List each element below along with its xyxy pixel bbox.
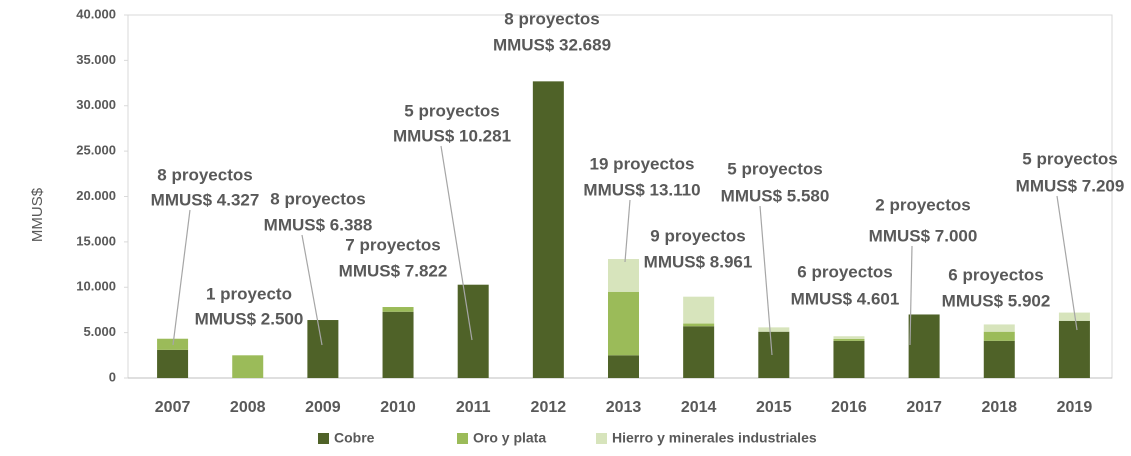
bar-segment: [382, 307, 414, 312]
bar-segment: [608, 291, 639, 356]
y-tick-label: 15.000: [76, 233, 116, 248]
bar-segment: [683, 326, 715, 378]
bar-segment: [983, 324, 1015, 332]
x-tick-label: 2016: [831, 399, 867, 416]
y-tick-label: 25.000: [76, 143, 116, 158]
leader-line: [301, 234, 323, 346]
annotation: 8 proyectos: [157, 165, 252, 184]
bar-segment: [382, 311, 414, 378]
bar-segment: [532, 81, 564, 379]
bar-segment: [307, 320, 339, 378]
bar-segment: [457, 284, 489, 378]
bar-segment: [758, 331, 790, 378]
legend-swatch: [457, 433, 468, 444]
legend-swatch: [318, 433, 329, 444]
annotation: MMUS$ 32.689: [493, 35, 611, 54]
legend-label: Hierro y minerales industriales: [612, 430, 817, 446]
bar-segment: [983, 331, 1015, 341]
y-tick-label: 5.000: [83, 324, 116, 339]
bar-segment: [157, 349, 189, 378]
leader-line: [759, 205, 773, 356]
annotation: 6 proyectos: [948, 265, 1043, 284]
annotation: MMUS$ 2.500: [195, 309, 304, 328]
annotation: 1 proyecto: [206, 284, 292, 303]
bar-segment: [608, 355, 639, 378]
annotation: 2 proyectos: [875, 195, 970, 214]
bar-segment: [232, 355, 264, 378]
annotation: MMUS$ 5.902: [942, 291, 1051, 310]
x-tick-label: 2011: [456, 399, 491, 416]
bar-segment: [983, 340, 1015, 378]
annotation: MMUS$ 7.209: [1016, 176, 1125, 195]
annotation: MMUS$ 4.601: [791, 289, 900, 308]
annotation: MMUS$ 4.327: [151, 190, 260, 209]
x-tick-label: 2012: [531, 399, 567, 416]
bar-segment: [608, 259, 639, 292]
leader-line: [1056, 195, 1078, 331]
annotation: 8 proyectos: [504, 9, 599, 28]
leader-line: [909, 245, 913, 346]
bar-segment: [908, 314, 940, 378]
y-tick-label: 0: [109, 369, 116, 384]
y-tick-label: 35.000: [76, 52, 116, 67]
annotation: MMUS$ 7.822: [339, 261, 448, 280]
bar-segment: [1058, 320, 1090, 378]
bar-segment: [683, 296, 715, 324]
x-tick-label: 2018: [981, 399, 1017, 416]
x-tick-label: 2017: [906, 399, 942, 416]
x-tick-label: 2015: [756, 399, 792, 416]
annotation: MMUS$ 13.110: [583, 180, 700, 199]
x-tick-label: 2007: [155, 399, 191, 416]
legend-label: Cobre: [334, 430, 375, 446]
leader-line: [624, 199, 631, 263]
x-tick-label: 2009: [305, 399, 341, 416]
annotation: MMUS$ 8.961: [644, 252, 753, 271]
annotation: 9 proyectos: [650, 226, 745, 245]
y-tick-label: 20.000: [76, 188, 116, 203]
bar-segment: [683, 323, 715, 327]
annotation: MMUS$ 6.388: [264, 215, 373, 234]
x-tick-label: 2013: [606, 399, 642, 416]
bar-segment: [758, 327, 790, 332]
x-tick-label: 2014: [681, 399, 717, 416]
y-tick-label: 40.000: [76, 6, 116, 21]
annotation: MMUS$ 7.000: [869, 226, 978, 245]
y-tick-label: 10.000: [76, 279, 116, 294]
annotation: MMUS$ 10.281: [393, 126, 511, 145]
annotation: 6 proyectos: [797, 262, 892, 281]
leader-line: [440, 145, 473, 341]
bar-segment: [833, 336, 865, 339]
y-axis-label: MMUS$: [29, 187, 46, 242]
legend-label: Oro y plata: [473, 430, 546, 446]
legend-swatch: [596, 433, 607, 444]
annotation: 5 proyectos: [404, 101, 499, 120]
annotation: 19 proyectos: [590, 154, 695, 173]
x-tick-label: 2008: [230, 399, 266, 416]
annotation: 5 proyectos: [1022, 149, 1117, 168]
bar-segment: [833, 338, 865, 341]
annotation: 7 proyectos: [345, 235, 440, 254]
leader-line: [172, 209, 191, 346]
annotation: 5 proyectos: [727, 159, 822, 178]
bar-segment: [833, 340, 865, 378]
x-tick-label: 2019: [1057, 399, 1093, 416]
y-tick-label: 30.000: [76, 97, 116, 112]
annotation: 8 proyectos: [270, 189, 365, 208]
annotation: MMUS$ 5.580: [721, 186, 830, 205]
x-tick-label: 2010: [380, 399, 416, 416]
